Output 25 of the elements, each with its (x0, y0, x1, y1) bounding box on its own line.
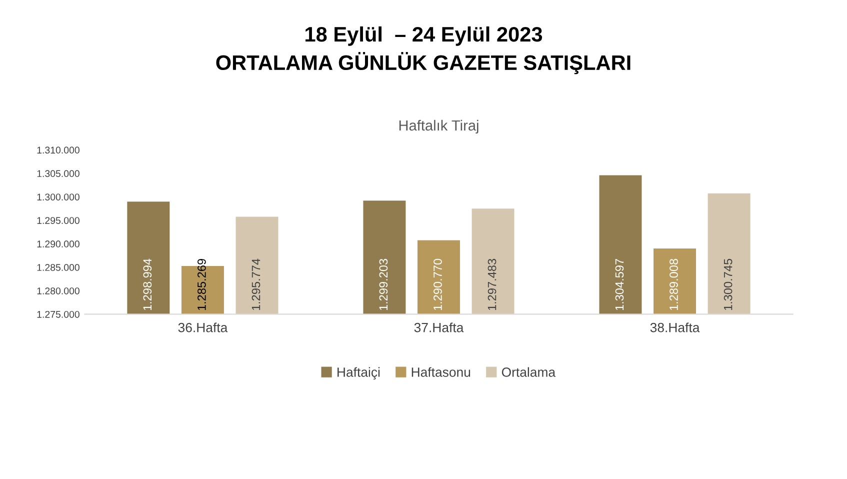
y-tick-label: 1.295.000 (37, 217, 80, 224)
data-label: 1.295.774 (252, 258, 260, 310)
y-tick-label: 1.285.000 (37, 264, 80, 271)
legend-label: Ortalama (502, 367, 556, 377)
y-tick-label: 1.310.000 (37, 146, 80, 154)
data-label: 1.304.597 (615, 259, 624, 310)
data-label: 1.298.994 (143, 258, 152, 310)
chart-subtitle: Haftalık Tiraj (399, 120, 478, 134)
y-tick-label: 1.300.000 (37, 194, 80, 200)
data-label: 1.299.203 (379, 258, 388, 310)
data-label: 1.297.483 (488, 258, 496, 310)
x-tick-label: 37.Hafta (414, 322, 464, 332)
x-tick-label: 36.Hafta (178, 322, 228, 332)
y-tick-label: 1.305.000 (37, 170, 80, 178)
legend-label: Haftasonu (412, 367, 470, 377)
data-label: 1.285.269 (198, 258, 206, 310)
data-label: 1.300.745 (724, 258, 732, 310)
chart-title: 18 Eylül – 24 Eylül 2023 ORTALAMA GÜNLÜK GAZETE SATIŞLARI (216, 26, 630, 74)
data-label: 1.290.770 (434, 258, 442, 310)
y-tick-label: 1.290.000 (37, 240, 80, 248)
y-tick-label: 1.275.000 (37, 310, 80, 318)
y-tick-label: 1.280.000 (37, 287, 80, 294)
legend-label: Haftaiçi (338, 367, 380, 380)
x-tick-label: 38.Hafta (650, 322, 700, 332)
data-label: 1.289.008 (670, 258, 678, 310)
